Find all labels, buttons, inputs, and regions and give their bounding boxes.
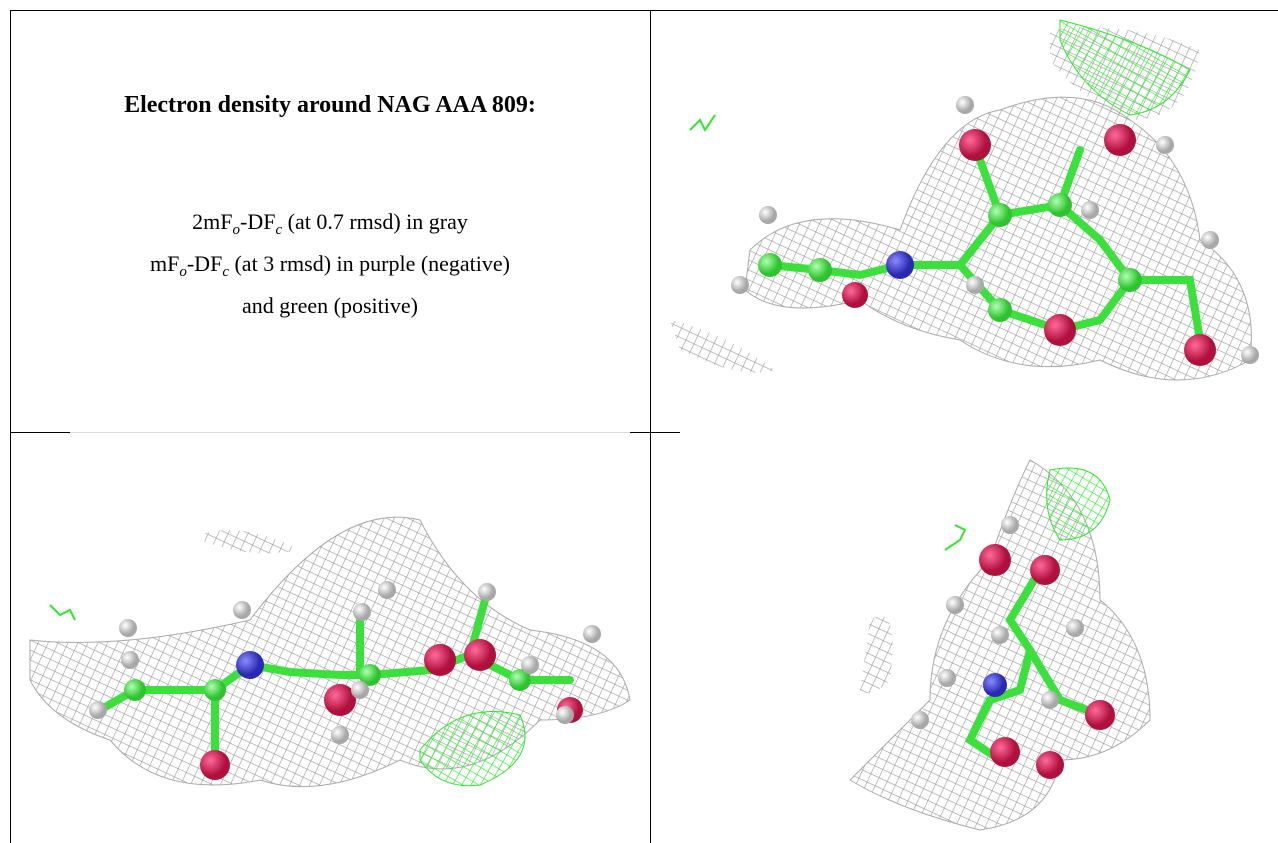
legend-text: (at 3 rmsd) in purple (negative): [228, 251, 510, 276]
legend-line: mFo-DFc (at 3 rmsd) in purple (negative): [10, 247, 650, 289]
legend: 2mFo-DFc (at 0.7 rmsd) in gray mFo-DFc (a…: [10, 205, 650, 323]
legend-text: mF: [150, 251, 180, 276]
legend-text: (at 0.7 rmsd) in gray: [282, 209, 468, 234]
subscript: o: [232, 222, 241, 238]
legend-text: -DF: [186, 251, 223, 276]
structure-top-right: [670, 19, 1259, 381]
legend-text: 2mF: [192, 209, 233, 234]
subscript: c: [222, 264, 229, 280]
legend-line: and green (positive): [10, 289, 650, 323]
table-borders: [10, 10, 1278, 843]
legend-text: -DF: [240, 209, 276, 234]
title: Electron density around NAG AAA 809:: [124, 92, 536, 118]
legend-line: 2mFo-DFc (at 0.7 rmsd) in gray: [10, 205, 650, 247]
legend-text: and green (positive): [242, 293, 418, 318]
subscript: o: [179, 264, 187, 280]
subscript: c: [275, 222, 283, 238]
structure-bottom-right: [849, 459, 1151, 831]
structure-bottom-left: [29, 516, 631, 788]
